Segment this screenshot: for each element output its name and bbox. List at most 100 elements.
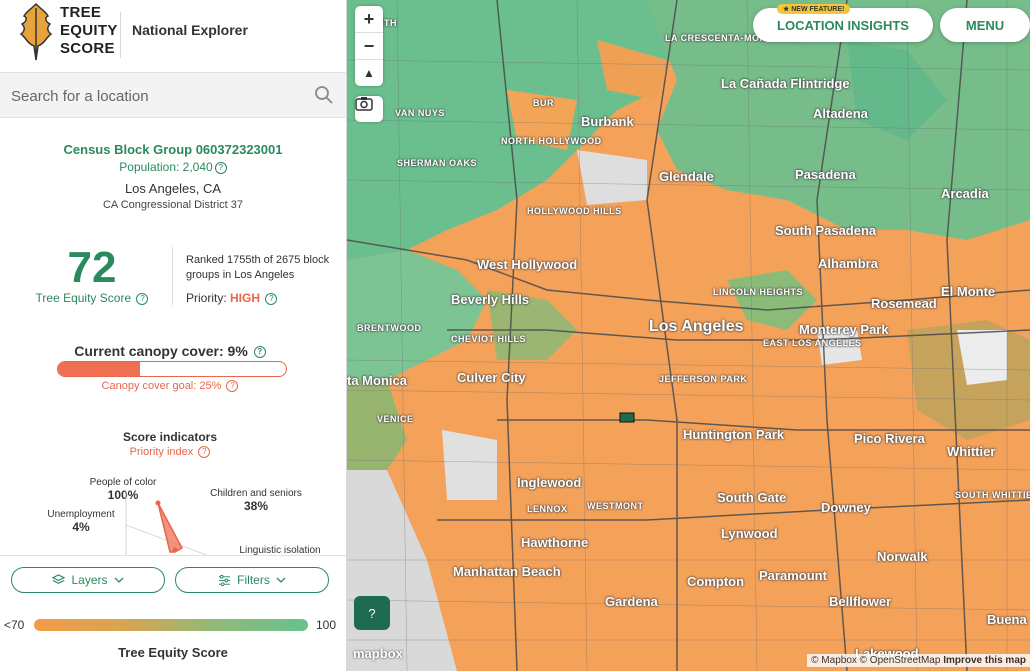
filters-button[interactable]: Filters <box>175 567 329 593</box>
place-label: EAST LOS ANGELES <box>763 338 862 348</box>
map-attribution: © Mapbox © OpenStreetMap Improve this ma… <box>807 654 1030 667</box>
place-label: WESTMONT <box>587 501 644 511</box>
attribution-text[interactable]: © Mapbox © OpenStreetMap <box>811 655 941 666</box>
indicator-unemployment: Unemployment 4% <box>36 509 126 534</box>
camera-button[interactable] <box>355 96 383 122</box>
place-label: South Gate <box>717 490 787 505</box>
indicator-radar-chart <box>125 490 220 560</box>
brand-line: EQUITY <box>60 22 118 39</box>
layers-button[interactable]: Layers <box>11 567 165 593</box>
place-label: Paramount <box>759 568 827 583</box>
brand-line: TREE <box>60 4 102 21</box>
place-label: NORTH HOLLYWOOD <box>501 136 602 146</box>
canopy-goal-text: Canopy cover goal: 25% <box>101 380 222 392</box>
place-label: LENNOX <box>527 504 568 514</box>
place-label: Altadena <box>813 106 868 121</box>
improve-map-link[interactable]: Improve this map <box>943 655 1026 666</box>
place-label: West Hollywood <box>477 257 578 272</box>
zoom-controls: + − ▲ <box>355 6 383 86</box>
rank-text: Ranked 1755th of 2675 block groups in Lo… <box>186 254 330 281</box>
layers-icon <box>52 573 66 584</box>
zoom-out-button[interactable]: − <box>355 33 383 60</box>
menu-button[interactable]: MENU <box>940 8 1030 42</box>
oak-leaf-logo-icon[interactable] <box>16 0 56 64</box>
search-input[interactable] <box>0 73 313 119</box>
tree-equity-score-value: 72 <box>67 243 117 292</box>
place-label: Whittier <box>947 444 996 459</box>
city-name: Los Angeles, CA <box>124 181 222 196</box>
compass-icon[interactable]: ▲ <box>363 66 375 80</box>
place-label: SHERMAN OAKS <box>397 158 478 168</box>
legend-max: 100 <box>316 618 337 632</box>
indicator-label: Children and seniors <box>210 488 302 499</box>
layers-label: Layers <box>71 573 108 587</box>
place-label: Beverly Hills <box>451 292 530 307</box>
place-label: JEFFERSON PARK <box>659 374 748 384</box>
divider <box>172 247 173 305</box>
filters-label: Filters <box>237 573 270 587</box>
divider <box>120 12 121 58</box>
indicator-linguistic-isolation: Linguistic isolation <box>220 545 340 556</box>
mapbox-logo[interactable]: mapbox <box>353 646 403 661</box>
indicator-label: Unemployment <box>47 509 115 520</box>
selected-block-group[interactable] <box>619 412 635 423</box>
place-label: Culver City <box>457 370 526 385</box>
chevron-down-icon <box>114 577 123 583</box>
indicator-value: 100% <box>107 488 139 502</box>
indicator-children-seniors: Children and seniors 38% <box>196 488 316 513</box>
brand-wordmark[interactable]: TREE EQUITY SCORE <box>60 4 118 58</box>
header: TREE EQUITY SCORE National Explorer <box>0 0 346 73</box>
info-icon[interactable]: ? <box>214 161 227 174</box>
indicator-value: 38% <box>243 499 269 513</box>
place-label: BRENTWOOD <box>357 323 422 333</box>
new-feature-badge: ★ NEW FEATURE! <box>777 4 851 14</box>
indicator-label: People of color <box>89 477 157 488</box>
place-label: Hawthorne <box>521 535 589 550</box>
place-label: Monterey Park <box>799 322 889 337</box>
tree-equity-score-label: Tree Equity Score ? <box>28 291 156 305</box>
place-label: VENICE <box>377 414 414 424</box>
place-label: LA CRESCENTA-MONTROSE <box>665 33 800 43</box>
info-icon[interactable]: ? <box>253 346 266 359</box>
info-icon[interactable]: ? <box>136 292 149 305</box>
zoom-in-button[interactable]: + <box>355 6 383 33</box>
place-label: Burbank <box>581 114 634 129</box>
place-label: LINCOLN HEIGHTS <box>713 287 803 297</box>
score-indicators-title: Score indicators <box>122 430 218 444</box>
canopy-progress-fill <box>58 362 141 376</box>
canopy-title-text: Current canopy cover: 9% <box>74 343 248 359</box>
filters-icon <box>219 574 231 586</box>
place-label: Huntington Park <box>683 427 785 442</box>
place-label: Norwalk <box>877 549 928 564</box>
place-label: Arcadia <box>941 186 989 201</box>
info-icon[interactable]: ? <box>265 292 278 305</box>
legend-min: <70 <box>4 618 25 632</box>
congressional-district: CA Congressional District 37 <box>102 199 243 211</box>
place-label: Alhambra <box>818 256 878 271</box>
priority-index-link[interactable]: Priority index ? <box>0 446 340 459</box>
chevron-down-icon <box>276 577 286 583</box>
population-text: Population: 2,040 <box>119 160 213 174</box>
info-icon[interactable]: ? <box>226 380 239 393</box>
score-label-text: Tree Equity Score <box>35 291 132 305</box>
info-icon[interactable]: ? <box>198 446 211 459</box>
camera-icon <box>355 97 373 111</box>
place-label: ta Monica <box>347 373 407 388</box>
place-label: Downey <box>821 500 871 515</box>
indicator-label: Linguistic isolation <box>239 545 321 556</box>
sidebar: TREE EQUITY SCORE National Explorer Cens… <box>0 0 347 671</box>
place-label: Bellflower <box>829 594 892 609</box>
place-label: Lynwood <box>721 526 778 541</box>
brand-line: SCORE <box>60 40 115 57</box>
place-label: Pasadena <box>795 167 856 182</box>
place-label: Manhattan Beach <box>453 564 561 579</box>
place-label: BUR <box>533 98 554 108</box>
help-button[interactable]: ? <box>354 596 390 630</box>
canopy-goal: Canopy cover goal: 25% ? <box>0 380 340 393</box>
map-canvas[interactable]: Burbank Glendale Pasadena La Cañada Flintri… <box>347 0 1030 671</box>
app-title: National Explorer <box>132 22 248 38</box>
place-label: South Pasadena <box>775 223 877 238</box>
search-icon[interactable] <box>314 85 334 105</box>
canopy-title: Current canopy cover: 9% ? <box>0 343 340 359</box>
